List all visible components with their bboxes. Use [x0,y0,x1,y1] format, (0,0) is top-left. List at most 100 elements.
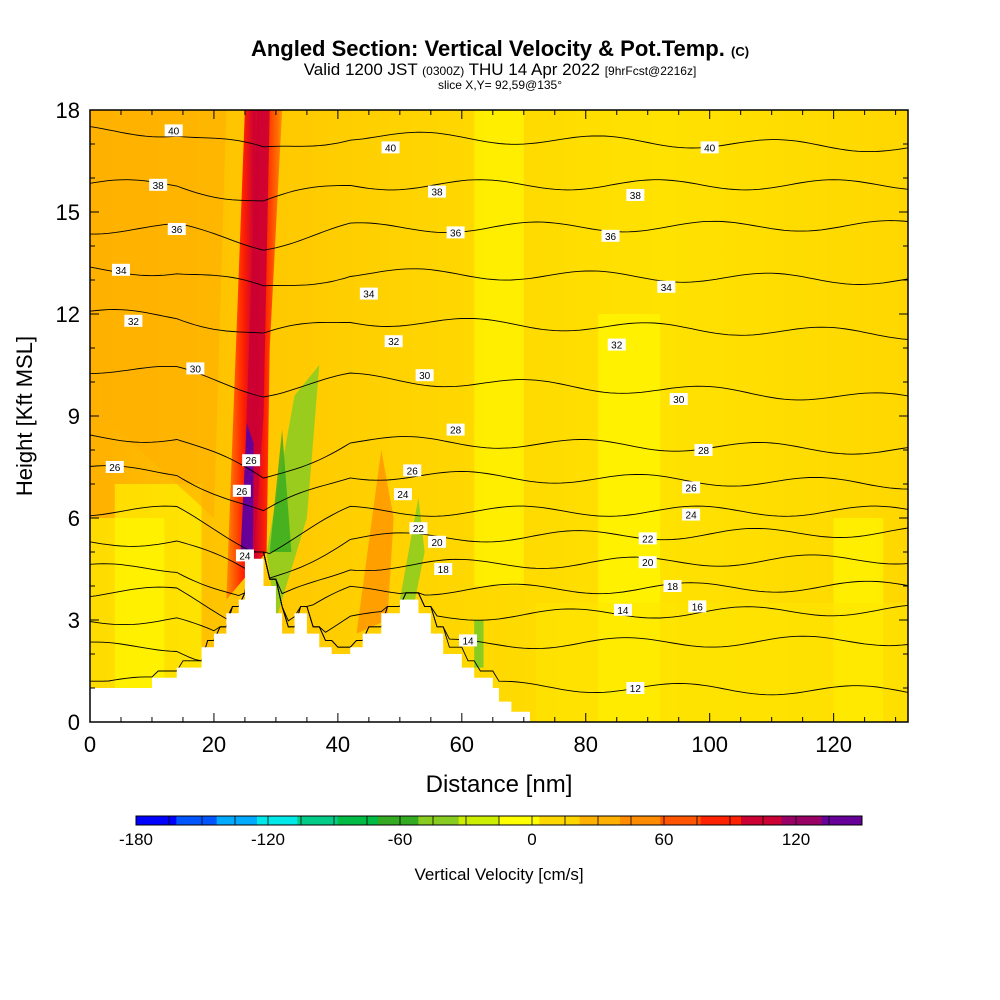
contour-label-bg [638,532,657,545]
contour-label-bg [446,423,465,436]
weak-velocity-band [536,603,908,722]
contour-label-text: 34 [661,283,673,294]
isentrope-line-30 [90,365,908,401]
colorbar-tick-label: -60 [388,830,413,849]
colorbar-segment [257,816,298,825]
contour-label-bg [393,488,412,501]
contour-label-bg [682,508,701,521]
contour-label-bg [694,444,713,456]
contour-label-text: 40 [704,143,716,154]
contour-label-text: 38 [431,188,443,199]
y-axis-label: Height [Kft MSL] [12,336,37,496]
isentrope-line-36 [90,220,908,251]
contour-label-bg [700,141,719,154]
contour-label: 18 [434,563,453,576]
y-tick-label: 3 [68,608,80,633]
colorbar-segment [297,816,339,825]
y-tick-label: 18 [56,98,80,123]
contour-label-bg [428,535,447,548]
contour-label-bg [384,335,403,348]
isentrope-line-28 [90,434,908,479]
contour-label: 38 [149,178,168,192]
y-tick-label: 0 [68,710,80,735]
contour-label: 32 [607,338,626,352]
colorbar-segment [458,816,500,825]
contour-label-bg [381,141,400,154]
contour-label: 34 [111,263,130,277]
colorbar-segment [539,816,581,825]
contour-label-bg [638,556,657,569]
x-tick-label: 100 [691,732,728,757]
contour-label-bg [663,580,682,592]
contour-label: 18 [663,580,682,593]
contour-label-text: 18 [438,565,450,576]
x-tick-label: 0 [84,732,96,757]
isentrope-line-34 [90,266,908,287]
contour-label-text: 38 [153,181,165,192]
contour-label-bg [235,549,254,562]
isentrope-line-16 [90,551,908,633]
contour-label: 24 [682,508,701,522]
contour-label-bg [124,314,143,327]
contour-label-bg [232,484,251,497]
colorbar-tick-label: 60 [655,830,674,849]
contour-label: 30 [415,369,434,382]
contour-label-text: 38 [630,191,642,202]
contour-label-bg [415,369,434,382]
colorbar-segment [620,816,661,825]
contour-label-text: 32 [611,341,623,352]
contour-label-bg [428,185,447,198]
contour-label-bg [409,522,428,535]
contour-label: 28 [446,423,465,437]
contour-label: 30 [186,362,205,375]
isentrope-line-40 [90,126,908,153]
contour-label: 22 [409,522,428,535]
contour-label-bg [688,600,707,613]
contour-label-text: 14 [617,606,629,617]
contour-label: 36 [601,229,620,243]
contour-label-text: 34 [363,290,375,301]
contour-label-text: 26 [246,456,258,467]
contour-label-text: 30 [190,364,202,375]
contour-label-text: 32 [388,337,400,348]
upper-left-updraft-region [90,110,227,518]
contour-label-text: 22 [642,534,654,545]
colorbar-segment [741,816,782,825]
colorbar-segment [499,816,540,825]
contour-label-bg [167,223,186,235]
x-axis-label: Distance [nm] [426,771,573,798]
x-tick-label: 40 [326,732,350,757]
forecast-info: [9hrFcst@2216z] [604,64,697,78]
contour-label-bg [149,178,168,191]
y-tick-label: 12 [56,302,80,327]
contour-label: 26 [105,461,124,474]
contour-label: 34 [359,287,378,301]
downdraft-strip [474,620,484,668]
contour-label-text: 24 [686,511,698,522]
contour-label-bg [446,226,465,239]
colorbar-tick-label: -120 [251,830,285,849]
isentrope-line-32 [90,309,908,340]
contour-label-text: 22 [413,524,425,535]
contour-label-text: 30 [419,371,431,382]
contour-label-text: 20 [431,538,443,549]
contour-label: 40 [381,141,400,154]
contour-label-text: 40 [168,126,180,137]
colorbar-segment [216,816,258,825]
contour-label-text: 18 [667,582,679,593]
contour-label-bg [164,124,183,137]
colorbar-segment [579,816,621,825]
chart-title: Angled Section: Vertical Velocity & Pot.… [0,36,1000,62]
colorbar-segment [337,816,379,825]
colorbar-segment [781,816,823,825]
valid-prefix: Valid 1200 JST [303,60,418,79]
contour-label-bg [601,229,620,242]
contour-label-text: 28 [698,446,710,457]
x-tick-label: 60 [450,732,474,757]
y-tick-label: 15 [56,200,80,225]
isentrope-line-18 [90,551,908,622]
plot-area: 40 40 40 38 38 38 36 36 36 34 34 34 32 32 32 30 30 30 28 28… [90,110,908,722]
contour-label: 28 [694,444,713,457]
valid-utc: (0300Z) [422,64,465,78]
